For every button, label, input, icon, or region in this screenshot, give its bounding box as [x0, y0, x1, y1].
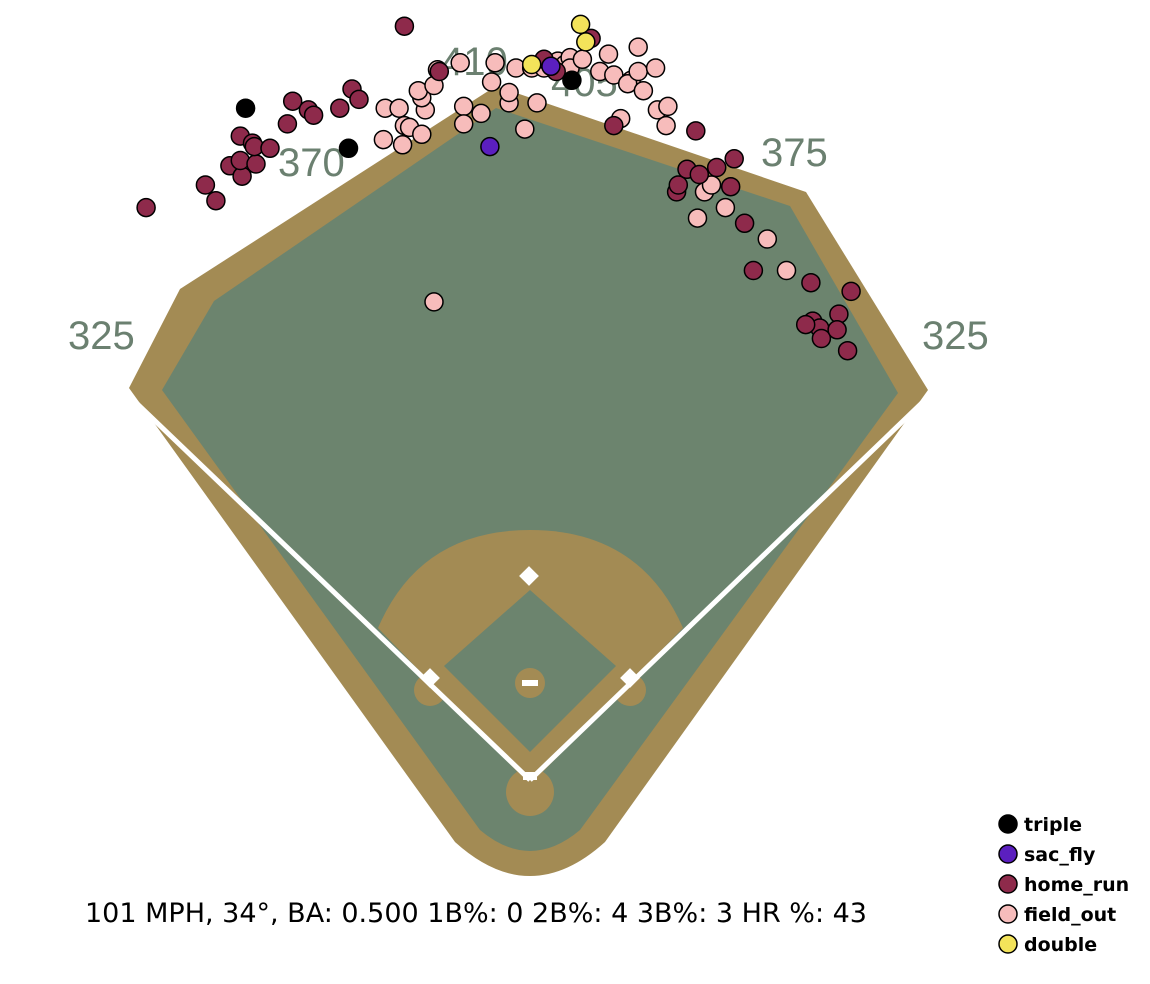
- point-double: [521, 54, 542, 75]
- point-home-run: [230, 150, 251, 171]
- legend-label-sac-fly: sac_fly: [1024, 844, 1096, 866]
- point-home-run: [246, 154, 266, 174]
- point-field-out: [453, 114, 474, 134]
- point-home-run: [837, 340, 858, 361]
- legend-marker-sac-fly: [998, 844, 1018, 864]
- legend-label-home-run: home_run: [1024, 874, 1129, 896]
- point-home-run: [795, 314, 816, 335]
- point-field-out: [471, 103, 491, 124]
- point-home-run: [260, 138, 280, 159]
- point-home-run: [349, 89, 369, 110]
- third-base-dirt: [414, 674, 446, 706]
- point-home-run: [686, 121, 706, 141]
- distance-label-right-line: 325: [922, 314, 989, 358]
- point-field-out: [604, 65, 624, 85]
- point-home-run: [277, 114, 298, 134]
- distance-label-left-center: 370: [278, 141, 345, 185]
- point-field-out: [628, 61, 648, 82]
- point-field-out: [515, 119, 535, 139]
- point-field-out: [424, 292, 444, 312]
- point-home-run: [801, 272, 821, 293]
- batted-ball-points: [136, 14, 861, 361]
- point-field-out: [481, 72, 502, 92]
- point-home-run: [394, 16, 415, 36]
- home-plate-dirt: [506, 768, 554, 816]
- legend-label-field-out: field_out: [1024, 904, 1116, 926]
- legend-marker-field-out: [998, 904, 1018, 924]
- point-field-out: [656, 115, 676, 136]
- point-field-out: [527, 93, 547, 113]
- point-home-run: [330, 98, 350, 118]
- point-field-out: [715, 197, 736, 218]
- legend-label-double: double: [1024, 934, 1097, 956]
- first-base: [620, 668, 640, 688]
- point-home-run: [303, 105, 324, 125]
- point-field-out: [373, 129, 394, 150]
- point-field-out: [485, 53, 505, 73]
- point-home-run: [282, 91, 303, 111]
- point-sac-fly: [480, 136, 500, 157]
- point-double: [576, 32, 596, 52]
- point-home-run: [604, 115, 624, 136]
- point-triple: [562, 70, 582, 91]
- legend-marker-home-run: [998, 874, 1018, 894]
- distance-label-right-alley: 375: [761, 131, 828, 175]
- point-home-run: [136, 197, 156, 218]
- point-field-out: [633, 80, 654, 101]
- point-field-out: [392, 135, 413, 155]
- point-field-out: [701, 175, 722, 195]
- home-plate: [523, 772, 537, 780]
- point-home-run: [743, 260, 764, 281]
- legend-label-triple: triple: [1024, 814, 1082, 836]
- point-home-run: [827, 320, 847, 340]
- point-home-run: [206, 190, 226, 211]
- point-field-out: [776, 260, 797, 281]
- point-home-run: [811, 328, 832, 349]
- distance-label-left-line: 325: [68, 314, 135, 358]
- point-field-out: [412, 124, 432, 145]
- point-sac-fly: [541, 56, 561, 77]
- legend-marker-double: [998, 934, 1018, 954]
- point-field-out: [757, 229, 778, 249]
- third-base: [420, 668, 440, 688]
- point-field-out: [499, 82, 519, 103]
- left-foul-line: [125, 392, 532, 782]
- point-field-out: [389, 98, 409, 118]
- point-home-run: [195, 175, 216, 195]
- point-field-out: [628, 37, 648, 57]
- point-field-out: [687, 208, 708, 228]
- point-home-run: [429, 61, 450, 82]
- point-triple: [235, 98, 256, 118]
- point-home-run: [720, 176, 741, 197]
- point-home-run: [734, 213, 755, 234]
- right-foul-line: [528, 395, 930, 782]
- first-base-dirt: [614, 674, 646, 706]
- point-field-out: [658, 96, 678, 117]
- point-triple: [338, 138, 359, 159]
- field: [125, 86, 930, 876]
- legend-marker-triple: [998, 814, 1018, 834]
- point-home-run: [668, 175, 689, 195]
- point-field-out: [598, 44, 619, 64]
- point-home-run: [841, 281, 861, 302]
- pitchers-rubber: [522, 680, 538, 686]
- point-home-run: [706, 157, 727, 178]
- point-field-out: [572, 49, 593, 70]
- point-double: [570, 14, 591, 35]
- point-field-out: [453, 96, 474, 117]
- point-field-out: [450, 53, 470, 73]
- point-field-out: [645, 58, 666, 78]
- second-base: [519, 566, 539, 586]
- point-home-run: [689, 164, 710, 185]
- summary-caption: 101 MPH, 34°, BA: 0.500 1B%: 0 2B%: 4 3B…: [85, 898, 867, 929]
- point-home-run: [724, 149, 744, 169]
- outfield-grass: [162, 108, 898, 851]
